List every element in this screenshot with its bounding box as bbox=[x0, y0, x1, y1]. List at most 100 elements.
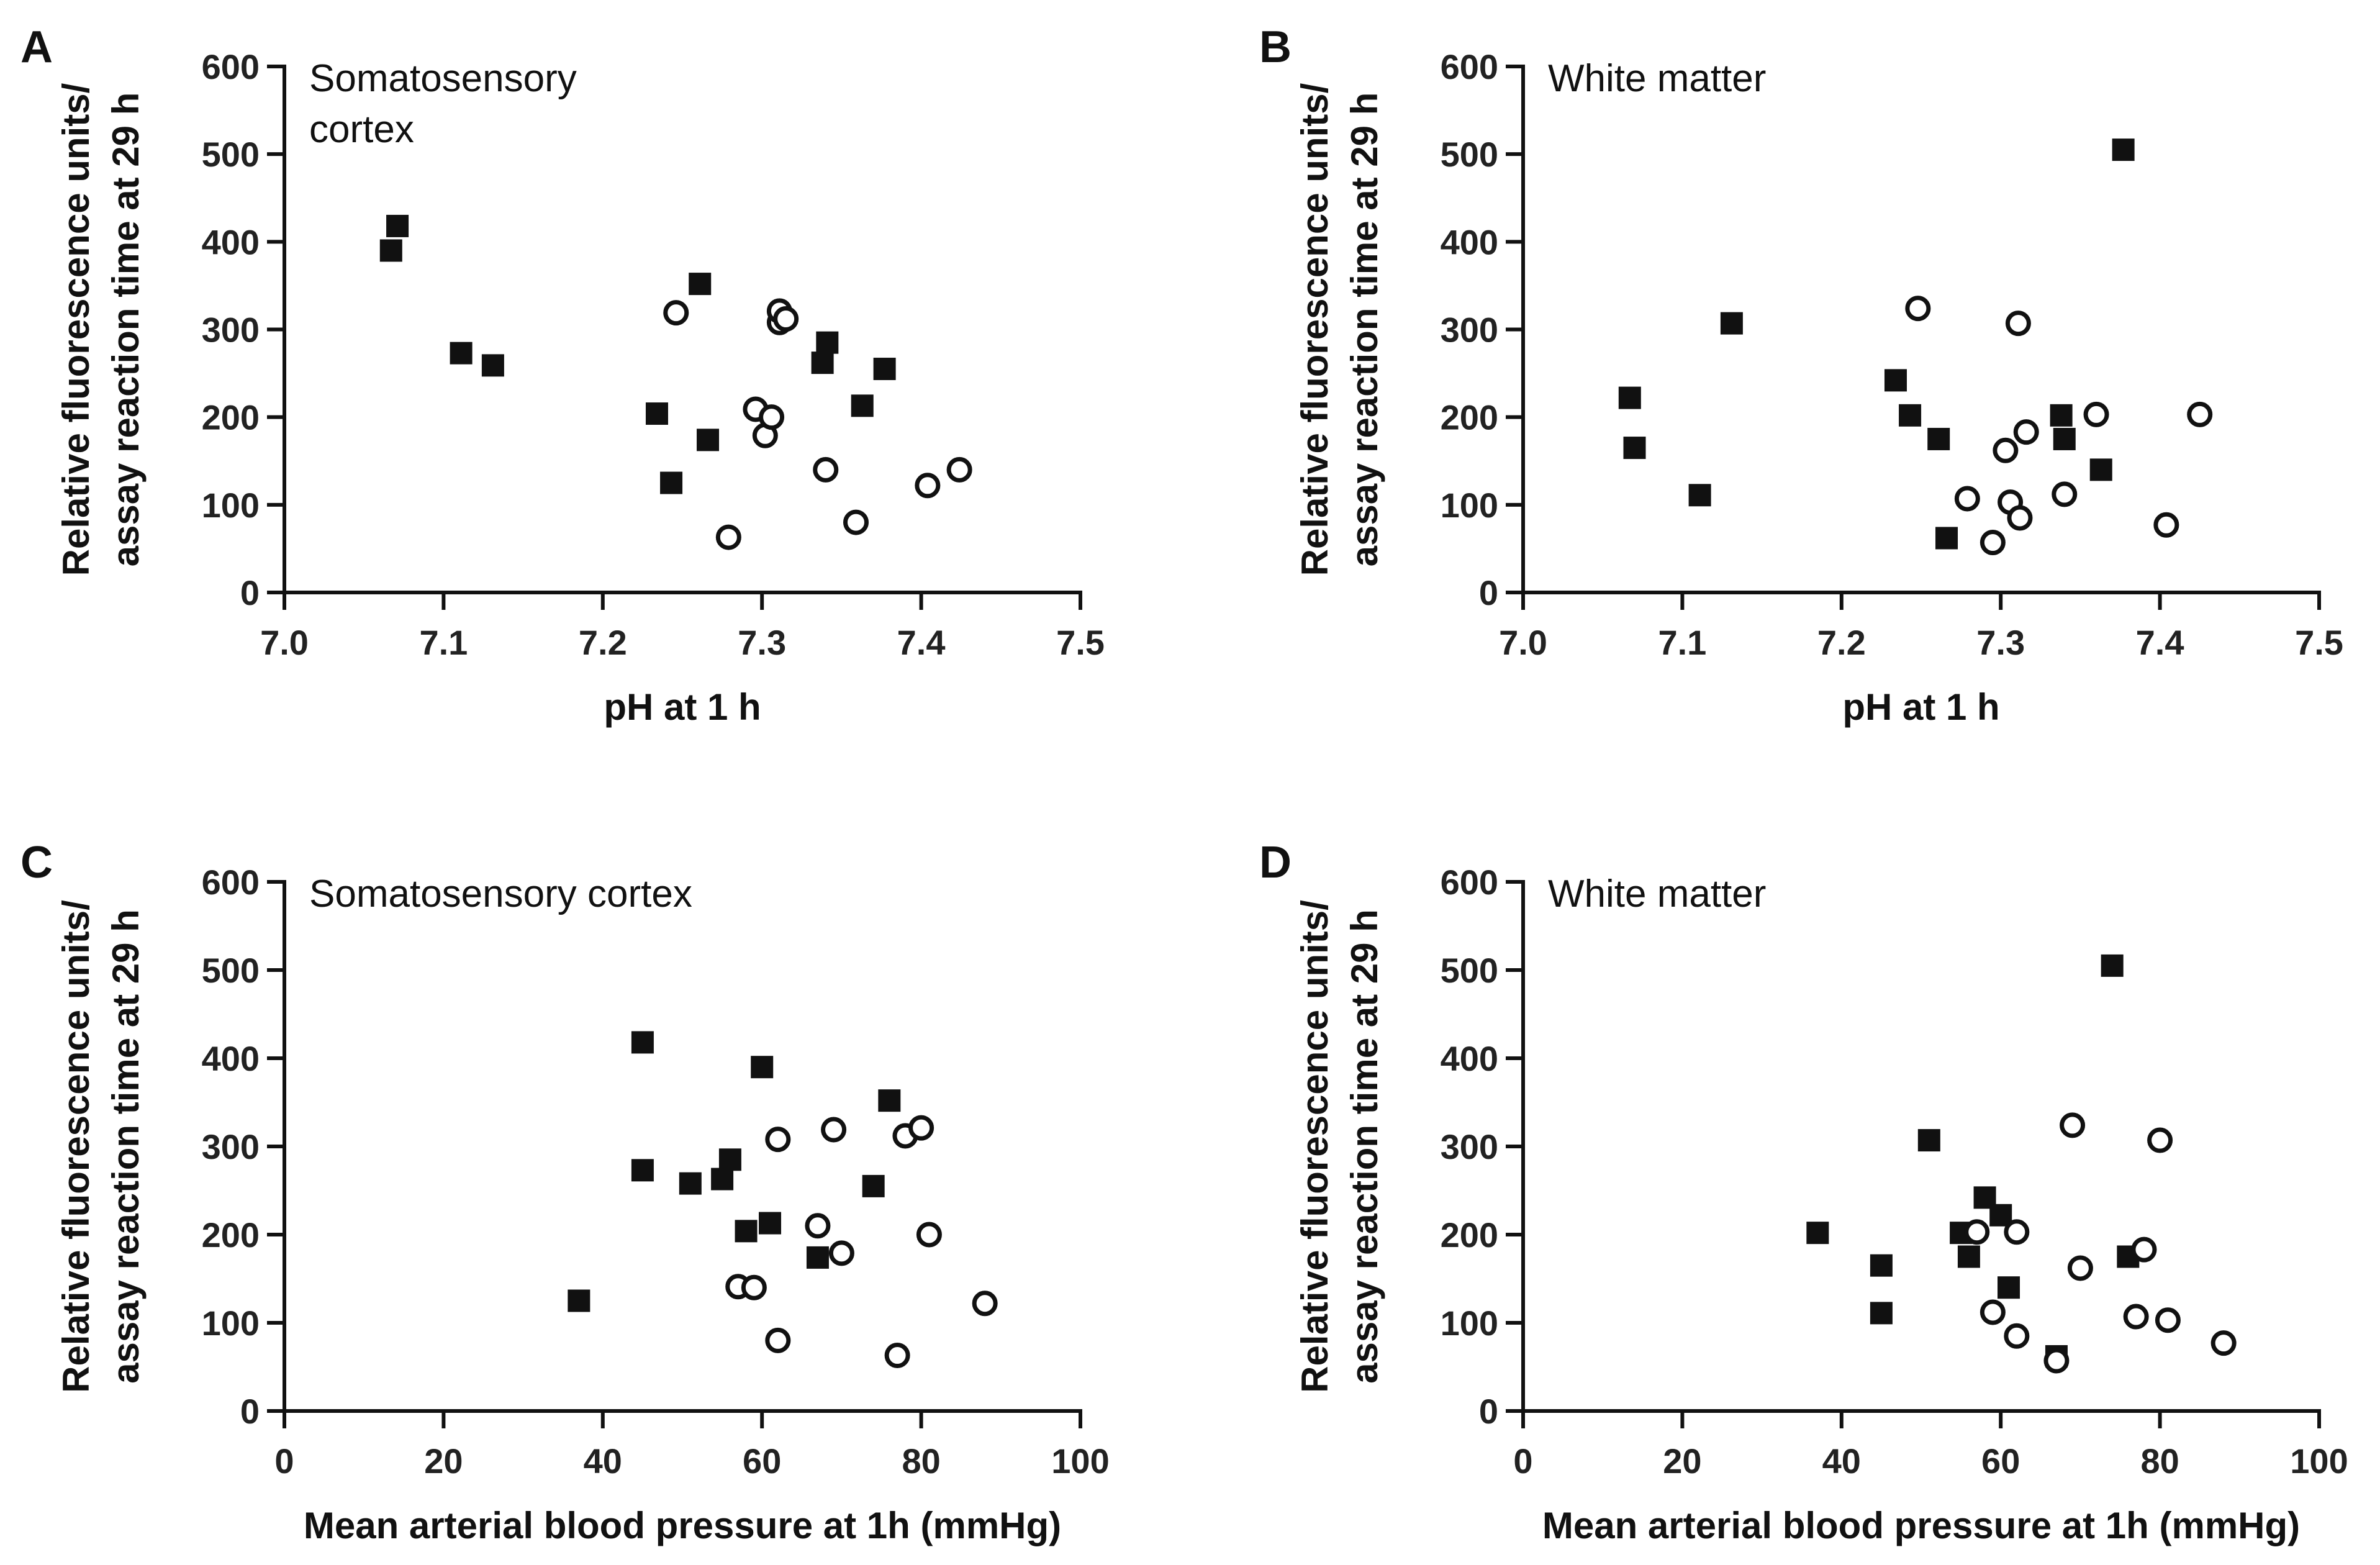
y-tick-label: 500 bbox=[202, 135, 260, 174]
x-axis-title: Mean arterial blood pressure at 1h (mmHg… bbox=[304, 1505, 1061, 1546]
data-point-circle bbox=[2013, 419, 2039, 445]
y-tick-label: 400 bbox=[1441, 1039, 1498, 1078]
data-point-circle bbox=[2067, 1255, 2093, 1281]
data-point-circle bbox=[1954, 486, 1980, 512]
data-point-circle bbox=[2155, 1307, 2181, 1333]
x-axis-title: Mean arterial blood pressure at 1h (mmHg… bbox=[1542, 1505, 2300, 1546]
data-point-square bbox=[806, 1246, 829, 1269]
x-tick-label: 7.3 bbox=[738, 623, 786, 662]
data-point-circle bbox=[759, 404, 785, 430]
x-tick-label: 0 bbox=[1513, 1441, 1532, 1481]
data-point-square bbox=[660, 471, 683, 494]
data-point-circle bbox=[2131, 1236, 2157, 1263]
data-point-square bbox=[873, 358, 896, 381]
data-point-circle bbox=[2147, 1127, 2173, 1153]
data-point-square bbox=[1870, 1254, 1893, 1277]
data-point-square bbox=[1618, 386, 1641, 409]
data-point-circle bbox=[741, 1274, 767, 1300]
y-tick-label: 0 bbox=[1479, 1392, 1498, 1431]
data-point-circle bbox=[813, 456, 839, 483]
x-tick-label: 7.5 bbox=[1056, 623, 1105, 662]
y-tick-label: 300 bbox=[202, 311, 260, 350]
data-point-square bbox=[679, 1172, 702, 1195]
data-point-square bbox=[718, 1148, 741, 1171]
data-point-circle bbox=[1980, 1299, 2006, 1325]
data-point-circle bbox=[1993, 437, 2019, 463]
x-tick-label: 60 bbox=[743, 1441, 781, 1481]
data-point-circle bbox=[715, 524, 741, 550]
panel-c: 0 100 200 300 400 500 600 0 20 40 60 80 100 Mean arte… bbox=[20, 838, 1110, 1546]
data-point-square bbox=[811, 352, 834, 374]
x-tick-label: 7.4 bbox=[2136, 623, 2184, 662]
panel-title: White matter bbox=[1548, 57, 1766, 100]
x-tick-label: 7.5 bbox=[2295, 623, 2343, 662]
data-point-square bbox=[450, 342, 473, 365]
y-tick-label: 300 bbox=[1441, 311, 1498, 350]
data-point-circle bbox=[843, 509, 869, 535]
data-point-circle bbox=[765, 1127, 791, 1153]
y-axis-title-line-2: assay reaction time at 29 h bbox=[105, 909, 147, 1384]
data-point-square bbox=[1927, 427, 1950, 450]
x-tick-label: 20 bbox=[1663, 1441, 1701, 1481]
y-axis-title-line-2: assay reaction time at 29 h bbox=[1344, 909, 1385, 1384]
data-point-circle bbox=[972, 1291, 998, 1317]
data-point-circle bbox=[765, 1327, 791, 1353]
panel-letter: C bbox=[20, 838, 53, 887]
data-point-circle bbox=[2083, 401, 2109, 427]
data-point-square bbox=[2053, 427, 2076, 450]
data-point-square bbox=[631, 1031, 654, 1054]
data-point-square bbox=[2101, 954, 2124, 977]
y-axis-title-line-1: Relative fluorescence units/ bbox=[55, 900, 97, 1393]
data-point-square bbox=[862, 1174, 885, 1197]
data-point-square bbox=[1998, 1276, 2020, 1299]
y-tick-label: 500 bbox=[1441, 951, 1498, 990]
y-tick-label: 400 bbox=[202, 1039, 260, 1078]
data-point-circle bbox=[2007, 505, 2033, 531]
panel-title: Somatosensory cortex bbox=[309, 57, 577, 151]
data-point-circle bbox=[2043, 1348, 2070, 1374]
data-point-square bbox=[1870, 1302, 1893, 1325]
y-tick-label: 500 bbox=[202, 951, 260, 990]
panel-title: White matter bbox=[1548, 873, 1766, 915]
data-point-circle bbox=[805, 1213, 831, 1239]
data-point-square bbox=[1935, 527, 1958, 550]
data-point-circle bbox=[2153, 512, 2179, 538]
data-point-circle bbox=[773, 306, 799, 332]
data-point-circle bbox=[821, 1117, 847, 1143]
data-point-circle bbox=[2004, 1219, 2030, 1245]
data-point-square bbox=[568, 1289, 590, 1312]
y-axis-title-line-1: Relative fluorescence units/ bbox=[55, 83, 97, 576]
y-tick-label: 100 bbox=[202, 486, 260, 525]
data-point-square bbox=[631, 1159, 654, 1182]
y-axis-title-line-2: assay reaction time at 29 h bbox=[1344, 93, 1385, 567]
y-tick-label: 0 bbox=[1479, 573, 1498, 612]
data-point-square bbox=[2089, 458, 2112, 481]
x-tick-label: 80 bbox=[902, 1441, 940, 1481]
data-point-square bbox=[711, 1168, 734, 1191]
x-tick-label: 7.2 bbox=[1817, 623, 1866, 662]
data-point-square bbox=[851, 394, 874, 417]
x-axis-title: pH at 1 h bbox=[1842, 686, 1999, 728]
x-tick-label: 7.1 bbox=[1658, 623, 1706, 662]
data-point-circle bbox=[2004, 1323, 2030, 1349]
y-tick-label: 600 bbox=[1441, 47, 1498, 86]
panel-letter: D bbox=[1259, 838, 1292, 887]
y-tick-label: 200 bbox=[1441, 398, 1498, 437]
data-point-circle bbox=[946, 456, 972, 483]
data-point-square bbox=[1623, 437, 1646, 460]
data-point-square bbox=[386, 214, 409, 237]
panel-b: 0 100 200 300 400 500 600 7.0 7.1 7.2 7.3 7.4 7.5 pH … bbox=[1259, 22, 2343, 728]
data-point-circle bbox=[828, 1240, 854, 1266]
data-point-square bbox=[735, 1220, 758, 1243]
y-tick-label: 100 bbox=[202, 1304, 260, 1343]
x-tick-label: 100 bbox=[2290, 1441, 2348, 1481]
data-point-circle bbox=[915, 473, 941, 499]
x-tick-label: 7.0 bbox=[1499, 623, 1547, 662]
data-point-circle bbox=[2210, 1330, 2237, 1356]
y-tick-label: 300 bbox=[1441, 1127, 1498, 1166]
data-point-square bbox=[816, 331, 839, 354]
data-point-circle bbox=[916, 1222, 942, 1248]
panel-title: Somatosensory cortex bbox=[309, 873, 692, 915]
data-point-square bbox=[1884, 369, 1907, 392]
